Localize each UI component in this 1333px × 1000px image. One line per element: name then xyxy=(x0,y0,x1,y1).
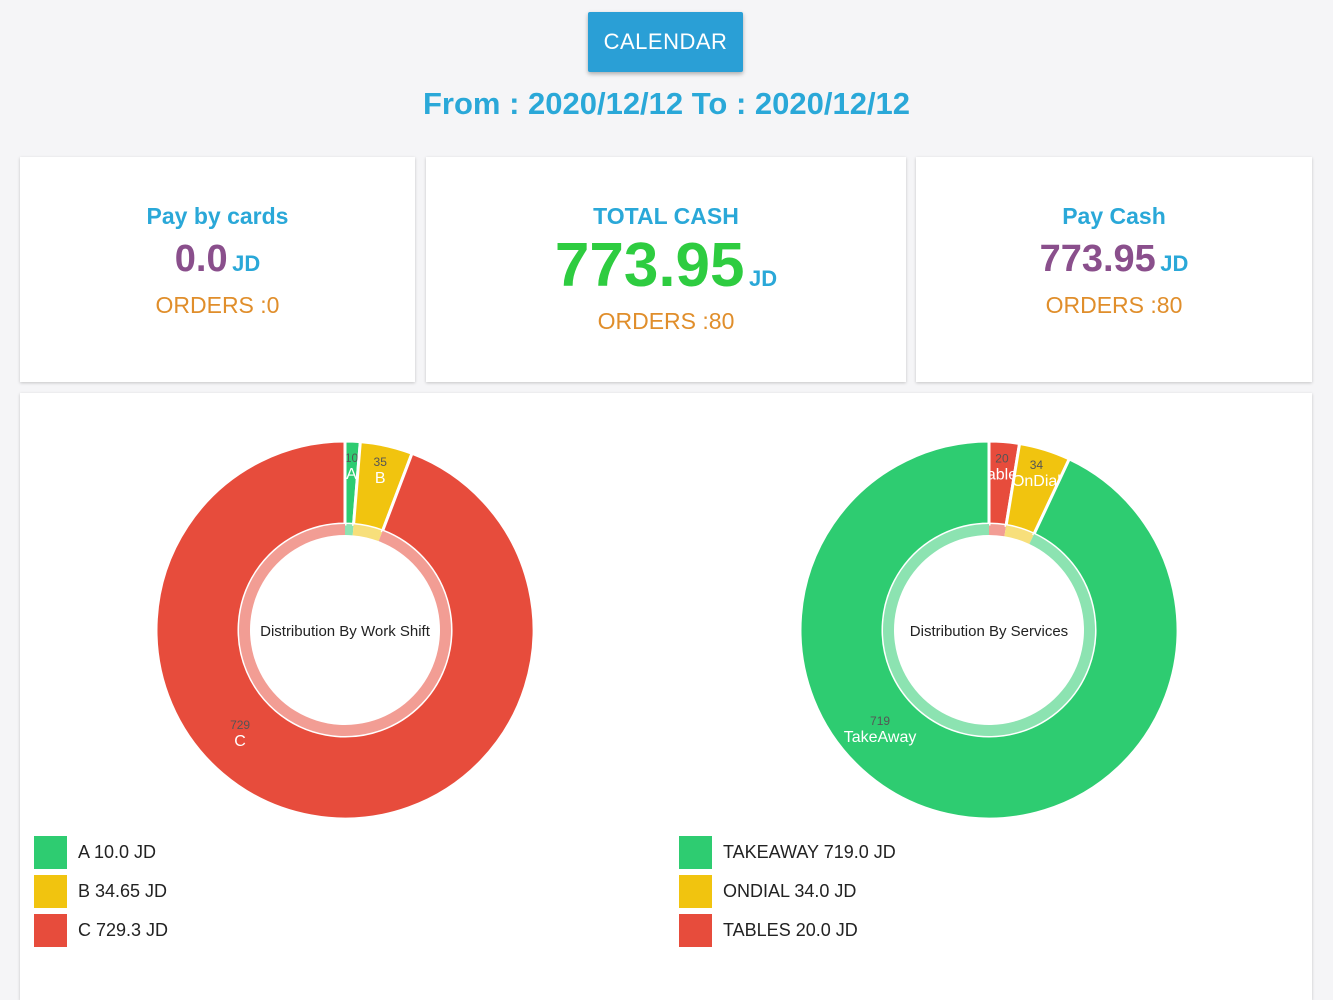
slice-inner-ring-ondial xyxy=(1004,525,1035,545)
slice-category-label: TakeAway xyxy=(844,729,917,746)
services-donut-chart[interactable]: 20Tables34OnDial719TakeAwayDistribution … xyxy=(794,436,1184,826)
amount-value: 773.95 xyxy=(1039,238,1156,280)
legend-swatch xyxy=(34,875,67,908)
card-pay-by-cards: Pay by cards 0.0 JD ORDERS :0 xyxy=(20,157,415,382)
slice-value-label: 34 xyxy=(1030,458,1044,472)
currency-unit: JD xyxy=(748,266,778,291)
legend-item[interactable]: TABLES 20.0 JD xyxy=(679,911,896,950)
services-legend: TAKEAWAY 719.0 JD ONDIAL 34.0 JD TABLES 20… xyxy=(679,833,896,950)
donut-center-title: Distribution By Services xyxy=(910,623,1068,640)
donut-center-title: Distribution By Work Shift xyxy=(260,623,431,640)
legend-swatch xyxy=(679,914,712,947)
legend-label: C 729.3 JD xyxy=(78,920,169,940)
card-title: TOTAL CASH xyxy=(593,203,739,229)
slice-inner-ring-a xyxy=(345,524,354,536)
legend-swatch xyxy=(679,836,712,869)
card-pay-cash: Pay Cash 773.95 JD ORDERS :80 xyxy=(916,157,1312,382)
legend-swatch xyxy=(679,875,712,908)
legend-item[interactable]: TAKEAWAY 719.0 JD xyxy=(679,833,896,872)
slice-category-label: A xyxy=(346,466,357,483)
date-range: From : 2020/12/12 To : 2020/12/12 xyxy=(422,86,911,121)
work-shift-legend: A 10.0 JD B 34.65 JD C 729.3 JD xyxy=(34,833,168,950)
card-total-cash: TOTAL CASH 773.95 JD ORDERS :80 xyxy=(426,157,906,382)
amount-row: 773.95 JD xyxy=(916,238,1312,288)
legend-swatch xyxy=(34,914,67,947)
currency-unit: JD xyxy=(1160,251,1189,276)
slice-inner-ring-b xyxy=(352,524,383,542)
legend-label: TAKEAWAY 719.0 JD xyxy=(723,842,896,862)
slice-inner-ring-tables xyxy=(989,524,1007,537)
slice-value-label: 729 xyxy=(230,718,250,732)
card-title: Pay by cards xyxy=(146,203,289,229)
currency-unit: JD xyxy=(232,251,261,276)
legend-item[interactable]: B 34.65 JD xyxy=(34,872,168,911)
orders-count: ORDERS :80 xyxy=(597,308,735,334)
legend-item[interactable]: ONDIAL 34.0 JD xyxy=(679,872,896,911)
slice-category-label: B xyxy=(375,470,386,487)
card-title: Pay Cash xyxy=(1062,203,1166,229)
legend-label: TABLES 20.0 JD xyxy=(723,920,858,940)
orders-count: ORDERS :0 xyxy=(155,292,280,318)
slice-value-label: 20 xyxy=(995,452,1009,466)
legend-swatch xyxy=(34,836,67,869)
legend-label: A 10.0 JD xyxy=(78,842,157,862)
amount-value: 0.0 xyxy=(174,238,228,280)
slice-value-label: 10 xyxy=(345,451,359,465)
legend-label: ONDIAL 34.0 JD xyxy=(723,881,857,901)
slice-category-label: C xyxy=(234,733,246,750)
orders-count: ORDERS :80 xyxy=(1045,292,1183,318)
legend-item[interactable]: A 10.0 JD xyxy=(34,833,168,872)
amount-row: 773.95 JD xyxy=(426,230,906,308)
amount-row: 0.0 JD xyxy=(20,238,415,288)
slice-value-label: 719 xyxy=(870,714,890,728)
slice-category-label: OnDial xyxy=(1012,473,1061,490)
legend-item[interactable]: C 729.3 JD xyxy=(34,911,168,950)
calendar-button[interactable]: CALENDAR xyxy=(588,12,743,72)
legend-label: B 34.65 JD xyxy=(78,881,168,901)
slice-value-label: 35 xyxy=(374,455,388,469)
amount-value: 773.95 xyxy=(554,231,745,300)
